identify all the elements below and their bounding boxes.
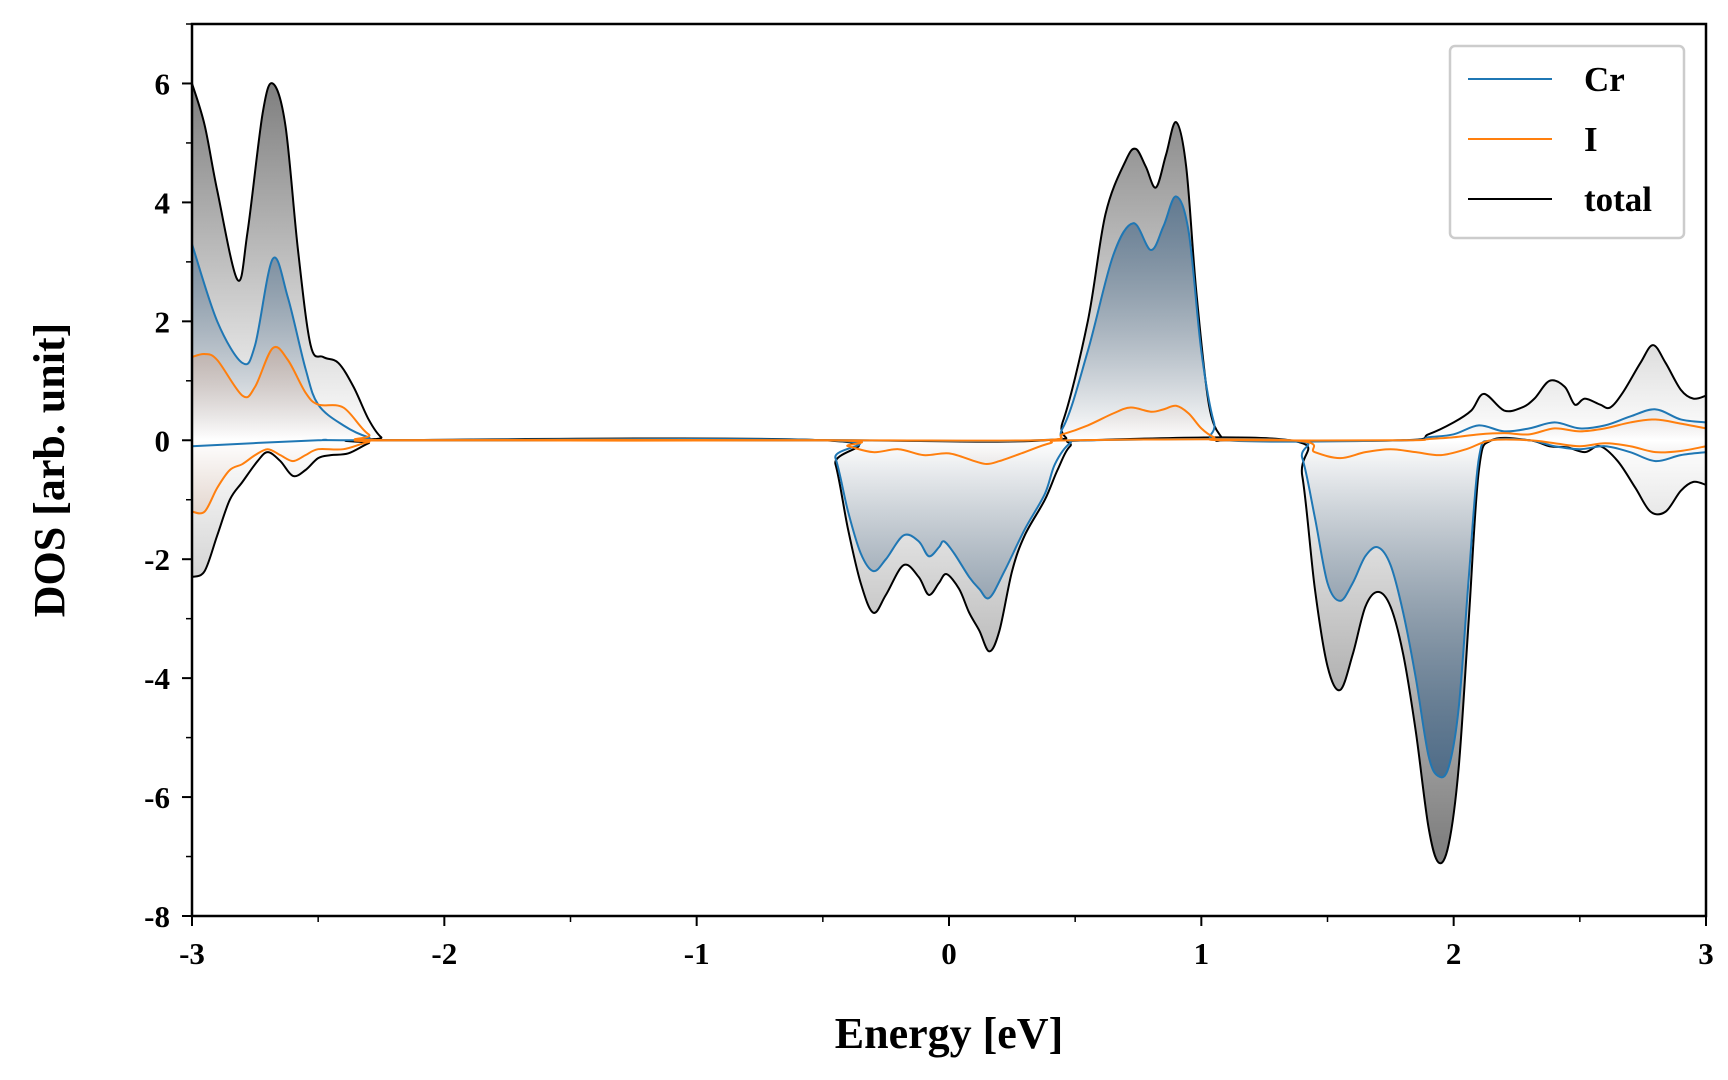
- i-spin-up-fill: [192, 346, 1706, 441]
- x-tick-label: 0: [941, 936, 957, 971]
- cr-spin-up-line: [191, 195, 1707, 443]
- y-tick-label: 0: [155, 423, 171, 458]
- x-tick-label: 1: [1194, 936, 1210, 971]
- legend-label-cr: Cr: [1584, 60, 1625, 99]
- x-tick-label: -1: [684, 936, 710, 971]
- y-tick-label: 4: [155, 185, 171, 220]
- x-tick-label: -3: [179, 936, 205, 971]
- i-spin-down-line: [191, 438, 1707, 515]
- legend-label-i: I: [1584, 120, 1598, 159]
- x-tick-label: 3: [1698, 936, 1714, 971]
- legend-label-total: total: [1584, 180, 1652, 219]
- fill-areas: [192, 83, 1706, 864]
- series-lines: [191, 82, 1707, 865]
- total-spin-up-fill: [192, 83, 1706, 442]
- y-tick-label: 2: [155, 304, 171, 339]
- y-tick-label: -8: [144, 899, 170, 934]
- x-tick-label: -2: [431, 936, 457, 971]
- i-spin-up-line: [191, 346, 1707, 442]
- axis-ticks: -3 -2 -1 0 1 2 3 -8 -6 -4 -2 0 2 4 6: [144, 23, 1714, 971]
- x-tick-label: 2: [1446, 936, 1462, 971]
- y-tick-label: -6: [144, 780, 170, 815]
- y-tick-label: -4: [144, 661, 170, 696]
- total-spin-up-line: [191, 82, 1707, 443]
- legend-box: [1448, 44, 1686, 240]
- y-tick-label: 6: [155, 66, 171, 101]
- i-spin-down-fill: [192, 439, 1706, 514]
- y-tick-label: -2: [144, 542, 170, 577]
- legend: Cr I total: [1448, 44, 1686, 240]
- cr-spin-down-fill: [192, 438, 1706, 778]
- y-axis-label: DOS [arb. unit]: [25, 323, 74, 618]
- x-axis-label: Energy [eV]: [835, 1009, 1064, 1058]
